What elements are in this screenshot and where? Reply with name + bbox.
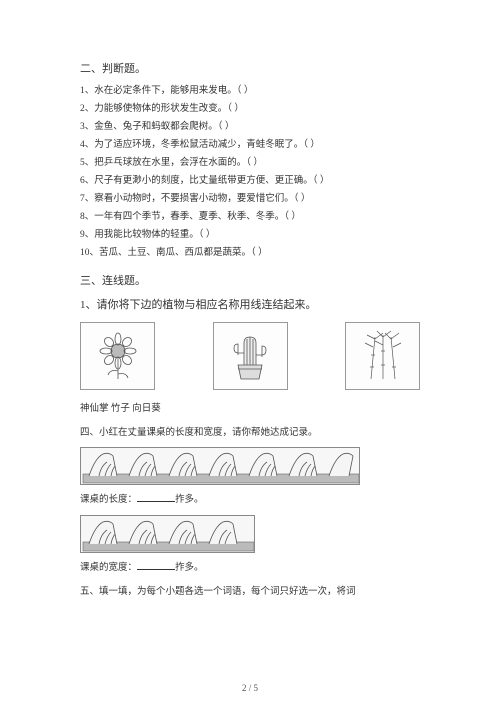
judge-item-8: 8、一年有四个季节，春季、夏季、秋季、冬季。（ ）	[80, 208, 440, 226]
length-label-pre: 课桌的长度：	[80, 495, 137, 505]
judge-item-2: 2、力能够使物体的形状发生改变。（ ）	[80, 100, 440, 118]
section-3-prompt: 1、请你将下边的植物与相应名称用线连结起来。	[80, 296, 440, 312]
judge-item-5: 5、把乒乓球放在水里，会浮在水面的。（ ）	[80, 154, 440, 172]
sunflower-image	[80, 322, 155, 390]
width-fill-line: 课桌的宽度： 拃多。	[80, 559, 440, 573]
length-blank[interactable]	[137, 492, 175, 502]
judge-item-1: 1、水在必定条件下，能够用来发电。（ ）	[80, 82, 440, 100]
cactus-image	[213, 322, 288, 390]
judge-item-7: 7、察看小动物时，不要损害小动物，要爱惜它们。（ ）	[80, 190, 440, 208]
measure-length-image	[80, 447, 360, 485]
judge-item-10: 10、苦瓜、土豆、南瓜、西瓜都是蔬菜。（ ）	[80, 244, 440, 262]
judge-item-3: 3、金鱼、兔子和蚂蚁都会爬树。（ ）	[80, 118, 440, 136]
measure-width-image	[80, 515, 255, 553]
section-2-title: 二、判断题。	[80, 60, 440, 76]
width-blank[interactable]	[137, 560, 175, 570]
length-label-post: 拃多。	[175, 495, 204, 505]
length-fill-line: 课桌的长度： 拃多。	[80, 491, 440, 505]
section-3-title: 三、连线题。	[80, 272, 440, 288]
judge-item-4: 4、为了适应环境，冬季松鼠活动减少，青蛙冬眠了。（ ）	[80, 136, 440, 154]
section-4-title: 四、小红在丈量课桌的长度和宽度，请你帮她达成记录。	[80, 424, 440, 442]
width-label-pre: 课桌的宽度：	[80, 563, 137, 573]
judge-item-6: 6、尺子有更渺小的刻度，比丈量纸带更方便、更正确。（ ）	[80, 172, 440, 190]
section-5-title: 五、填一填，为每个小题各选一个词语，每个词只好选一次，将词	[80, 583, 440, 601]
page-footer: 2 / 5	[0, 683, 500, 693]
judge-item-9: 9、用我能比较物体的轻重。（ ）	[80, 226, 440, 244]
plant-image-row	[80, 322, 440, 390]
bamboo-image	[345, 322, 420, 390]
plant-labels: 神仙掌 竹子 向日葵	[80, 400, 440, 414]
width-label-post: 拃多。	[175, 563, 204, 573]
